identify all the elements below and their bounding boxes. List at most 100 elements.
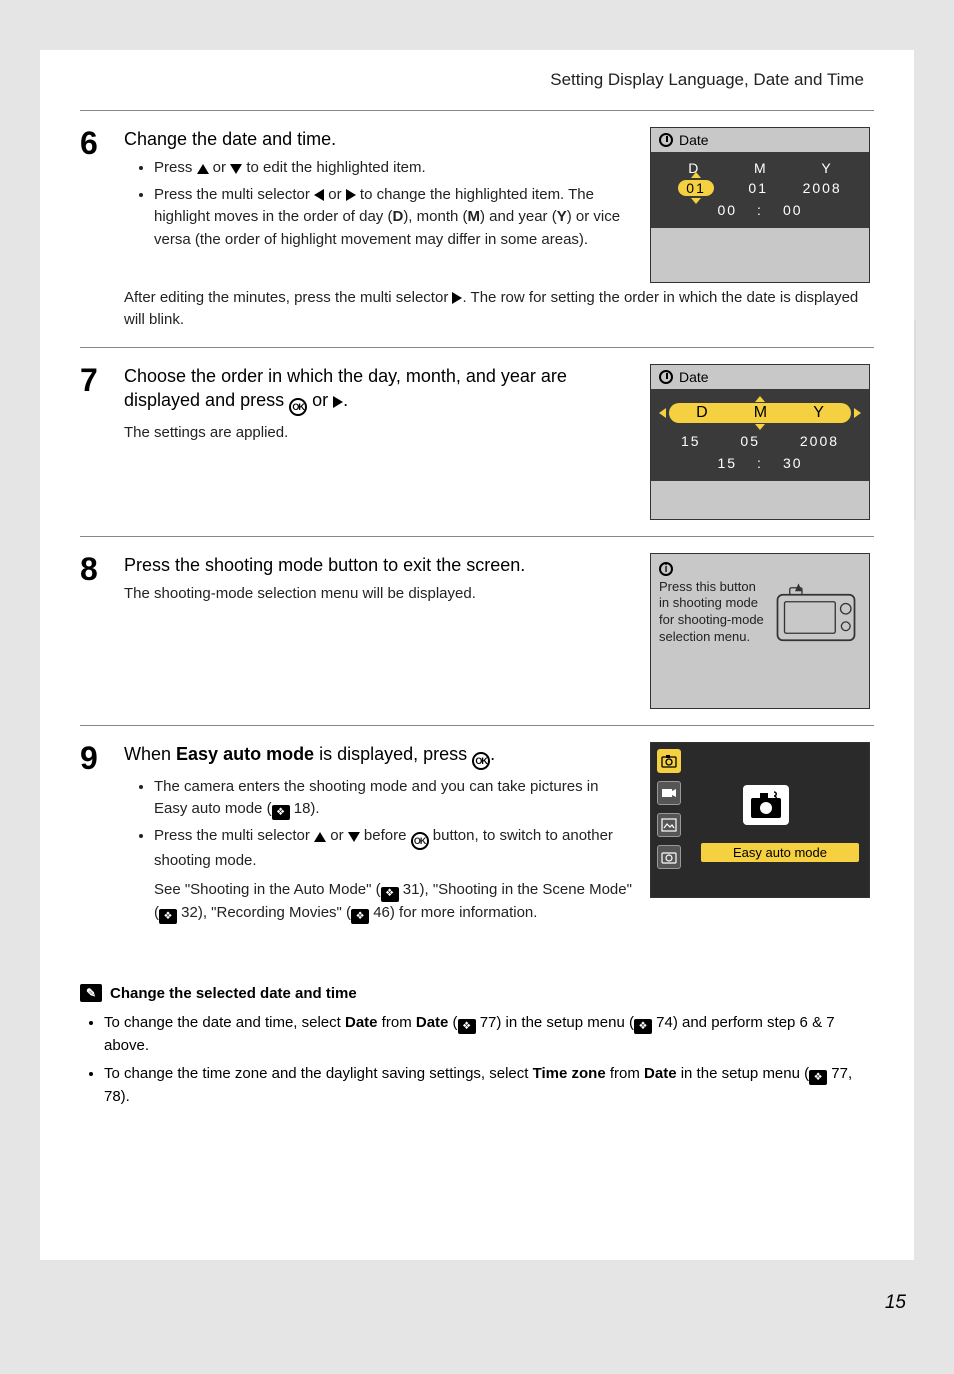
up-triangle-icon	[314, 832, 326, 842]
label-d: D	[696, 404, 708, 422]
page-ref-icon: ❖	[381, 887, 399, 902]
text: 32), "Recording Movies" (	[177, 904, 351, 921]
step-number: 6	[80, 127, 108, 283]
text: 46) for more information.	[369, 904, 537, 921]
text-bold: M	[468, 208, 481, 225]
bullet: Press or to edit the highlighted item.	[154, 157, 634, 180]
content-area: Setting Display Language, Date and Time …	[40, 50, 914, 1260]
mode-icon-column	[657, 749, 685, 869]
year-value: 2008	[800, 433, 839, 449]
clock-icon	[659, 133, 673, 147]
divider	[80, 110, 874, 111]
info-text: Press this button in shooting mode for s…	[659, 579, 767, 649]
text: or	[324, 186, 346, 203]
text: 18).	[290, 800, 320, 817]
right-triangle-icon	[346, 189, 356, 201]
info-panel: i Press this button in shooting mode for…	[650, 553, 870, 709]
see-also: See "Shooting in the Auto Mode" (❖ 31), …	[124, 879, 634, 925]
mode-scene-icon	[657, 813, 681, 837]
left-arrow-icon	[659, 408, 666, 418]
step-7: 7 Choose the order in which the day, mon…	[80, 364, 874, 520]
note-item: To change the time zone and the daylight…	[104, 1063, 874, 1108]
label-m: M	[754, 404, 767, 422]
text: 77) in the setup menu (	[476, 1014, 634, 1031]
up-triangle-icon	[197, 164, 209, 174]
text: before	[360, 827, 411, 844]
text: The camera enters the shooting mode and …	[154, 778, 598, 818]
text: After editing the minutes, press the mul…	[124, 289, 452, 306]
note-item: To change the date and time, select Date…	[104, 1012, 874, 1057]
section-title: Setting Display Language, Date and Time	[80, 70, 874, 90]
step-right: Easy auto mode	[650, 742, 874, 925]
down-arrow-icon	[755, 424, 765, 430]
day-value-highlighted: 01	[678, 180, 714, 196]
note-heading: ✎ Change the selected date and time	[80, 984, 874, 1002]
step-6: 6 Change the date and time. Press or to …	[80, 127, 874, 283]
divider	[80, 725, 874, 726]
step-title: When Easy auto mode is displayed, press …	[124, 742, 634, 770]
bullet: Press the multi selector or to change th…	[154, 184, 634, 252]
camera-illustration-icon	[771, 579, 861, 649]
step-body: Change the date and time. Press or to ed…	[124, 127, 634, 283]
step-title: Choose the order in which the day, month…	[124, 364, 634, 416]
note-list: To change the date and time, select Date…	[80, 1012, 874, 1108]
page-ref-icon: ❖	[272, 805, 290, 820]
minutes-value: 00	[783, 202, 803, 218]
dmy-order-highlighted: D M Y	[669, 403, 851, 423]
down-triangle-icon	[348, 832, 360, 842]
step-desc: The settings are applied.	[124, 422, 634, 444]
text: or	[307, 390, 333, 410]
text-bold: Easy auto mode	[176, 744, 314, 764]
date-values: 01 01 2008	[661, 180, 859, 196]
step-desc: The shooting-mode selection menu will be…	[124, 583, 634, 605]
hours-value: 00	[717, 202, 737, 218]
page-ref-icon: ❖	[351, 909, 369, 924]
down-arrow-icon	[691, 198, 701, 204]
text: To change the time zone and the daylight…	[104, 1065, 533, 1082]
step-bullets: Press or to edit the highlighted item. P…	[124, 157, 634, 251]
divider	[80, 536, 874, 537]
lcd-body: D M Y 01 01 2008	[651, 152, 869, 228]
lcd-body: D M Y 15 05 2008 15	[651, 389, 869, 481]
text: See "Shooting in the Auto Mode" (	[154, 881, 381, 898]
month-value: 01	[748, 180, 768, 196]
text: or	[326, 827, 348, 844]
right-triangle-icon	[452, 292, 462, 304]
info-body: Press this button in shooting mode for s…	[659, 579, 861, 649]
lcd-title: Date	[679, 369, 709, 385]
note-title-text: Change the selected date and time	[110, 985, 357, 1002]
left-triangle-icon	[314, 189, 324, 201]
text-bold: D	[392, 208, 403, 225]
text: in the setup menu (	[677, 1065, 810, 1082]
lcd-date-screen: Date D M Y	[650, 364, 870, 520]
note-icon: ✎	[80, 984, 102, 1002]
text: To change the date and time, select	[104, 1014, 345, 1031]
colon: :	[757, 455, 763, 471]
text: ), month (	[403, 208, 467, 225]
page-ref-icon: ❖	[809, 1070, 827, 1085]
step-right: Date D M Y 01	[650, 127, 874, 283]
time-values: 15 : 30	[661, 455, 859, 471]
step-body: Press the shooting mode button to exit t…	[124, 553, 634, 709]
label-y: Y	[813, 404, 824, 422]
up-arrow-icon	[755, 396, 765, 402]
page-ref-icon: ❖	[458, 1019, 476, 1034]
lcd-header: Date	[651, 128, 869, 152]
bullet: Press the multi selector or before OK bu…	[154, 825, 634, 873]
right-triangle-icon	[333, 396, 343, 408]
ok-button-icon: OK	[411, 832, 429, 850]
text-bold: Date	[345, 1014, 378, 1031]
ok-button-icon: OK	[289, 398, 307, 416]
lcd-header: Date	[651, 365, 869, 389]
month-value: 05	[740, 433, 760, 449]
date-values: 15 05 2008	[661, 433, 859, 449]
text: When	[124, 744, 176, 764]
step-number: 7	[80, 364, 108, 520]
mode-label: Easy auto mode	[701, 843, 859, 862]
step-after-text: After editing the minutes, press the mul…	[80, 287, 874, 331]
manual-page: First Steps Setting Display Language, Da…	[0, 30, 954, 1344]
text: .	[490, 744, 495, 764]
text: ) and year (	[480, 208, 557, 225]
step-body: Choose the order in which the day, month…	[124, 364, 634, 520]
page-ref-icon: ❖	[159, 909, 177, 924]
